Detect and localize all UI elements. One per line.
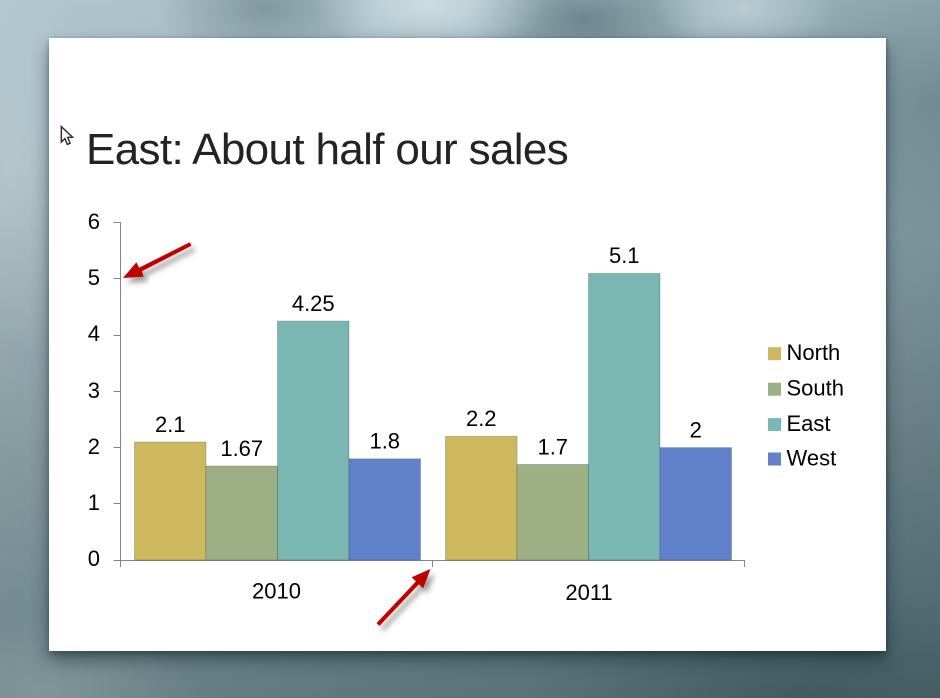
svg-text:2011: 2011 [565,580,612,605]
svg-text:4: 4 [88,321,100,346]
svg-text:West: West [787,446,837,471]
svg-text:2.1: 2.1 [155,412,186,437]
svg-text:2: 2 [690,417,702,442]
svg-text:South: South [787,376,845,401]
svg-text:2010: 2010 [252,579,301,604]
svg-text:1.7: 1.7 [537,434,568,459]
svg-text:5: 5 [88,265,100,290]
svg-text:1.8: 1.8 [369,429,400,454]
svg-text:East: East [787,411,831,436]
svg-text:6: 6 [88,209,100,234]
svg-text:North: North [787,340,841,365]
svg-text:5.1: 5.1 [609,243,640,268]
svg-text:1: 1 [88,490,100,515]
svg-text:2: 2 [88,434,100,459]
svg-text:1.67: 1.67 [220,436,263,461]
svg-text:3: 3 [88,378,100,403]
svg-text:2.2: 2.2 [466,406,497,431]
svg-text:East: About half our sales: East: About half our sales [86,125,568,174]
svg-text:4.25: 4.25 [292,291,335,316]
svg-text:0: 0 [88,546,100,571]
